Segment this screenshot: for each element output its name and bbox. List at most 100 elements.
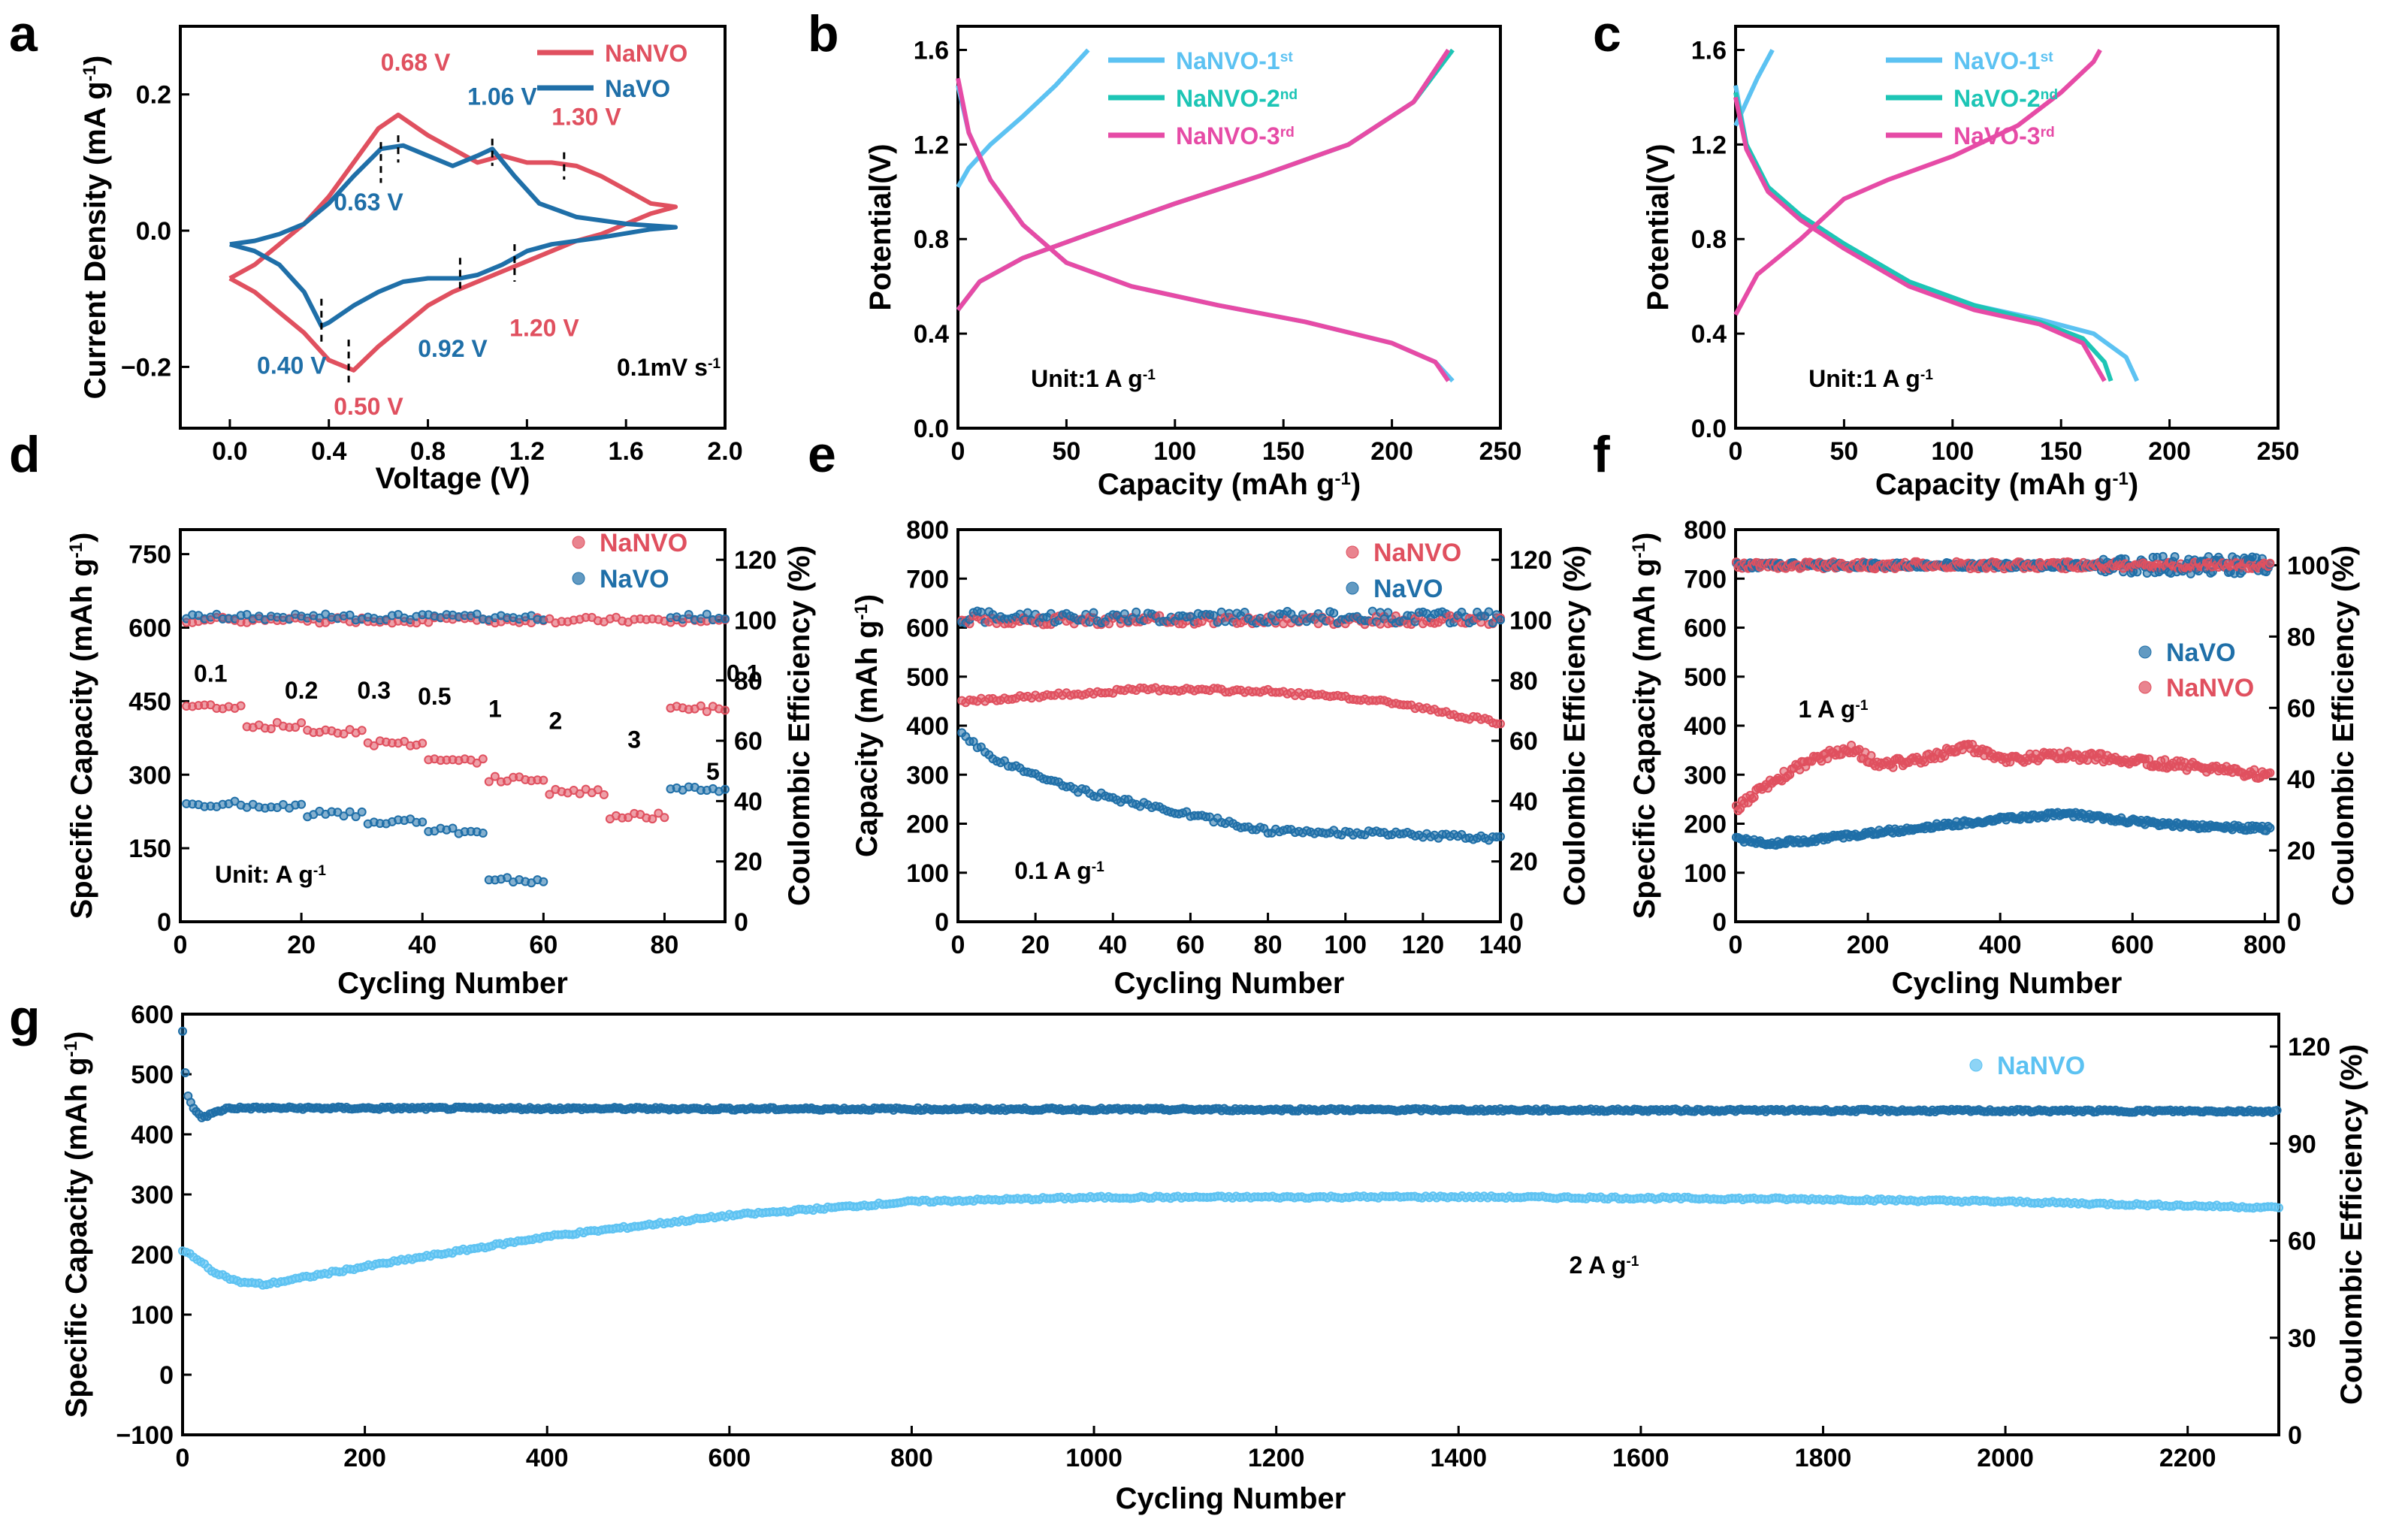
y-tick-label: 800	[906, 516, 949, 545]
panel-letter-a: a	[9, 5, 38, 62]
panel-d: 0 20 40 60 800150300450600750020406080100120…	[65, 528, 816, 1000]
x-tick-label: 0.8	[410, 437, 446, 466]
y-tick-label: 450	[128, 687, 171, 716]
y-tick-label: 400	[1684, 712, 1727, 741]
ce-point	[1119, 609, 1129, 619]
current-note: Unit:1 A g-1	[1031, 365, 1156, 392]
y-tick-label: 400	[906, 712, 949, 741]
x-axis-label: Cycling Number	[1892, 967, 2123, 1000]
x-axis-label: Capacity (mAh g-1)	[1875, 468, 2138, 501]
peak-label: 1.20 V	[509, 315, 579, 342]
ce-point	[178, 1026, 187, 1036]
legend-label: NaVO-1st	[1953, 47, 2053, 74]
panel-letter-g: g	[9, 989, 41, 1046]
legend-swatch	[1346, 581, 1359, 595]
capacity-point	[702, 707, 712, 717]
y2-tick-label: 60	[2288, 1227, 2316, 1256]
x-tick-label: 400	[526, 1444, 569, 1472]
y-tick-label: 600	[131, 1001, 174, 1029]
y-tick-label: 0.4	[914, 320, 949, 349]
x-tick-label: 800	[2243, 931, 2286, 959]
capacity-point	[339, 811, 349, 821]
y-tick-label: 0.2	[136, 81, 171, 110]
legend-label: NaVO-2nd	[1953, 85, 2058, 112]
capacity-point	[236, 701, 246, 711]
y-tick-label: 100	[906, 859, 949, 888]
gcd-curve-NaVO-3rd	[1733, 49, 2102, 316]
current-note: 2 A g-1	[1570, 1252, 1639, 1279]
gcd-curve-NaNVO-3rd	[956, 48, 1451, 312]
y2-tick-label: 60	[1509, 727, 1538, 756]
legend-label: NaVO	[1373, 575, 1443, 603]
capacity-point	[490, 772, 500, 781]
capacity-point	[1940, 751, 1950, 761]
ce-point	[702, 609, 712, 619]
y-axis-label: Potential(V)	[1642, 143, 1675, 310]
peak-label: 1.30 V	[551, 103, 621, 130]
y-axis-label: Capacity (mAh g-1)	[851, 594, 884, 857]
capacity-point	[339, 729, 349, 738]
y2-tick-label: 20	[1509, 848, 1538, 877]
y-tick-label: 200	[131, 1241, 174, 1270]
legend-swatch	[572, 536, 585, 549]
ce-point	[1089, 608, 1098, 618]
legend-label: NaVO	[605, 75, 670, 102]
y2-tick-label: 100	[734, 606, 777, 635]
x-axis-label: Cycling Number	[1114, 967, 1345, 1000]
ce-point	[1496, 615, 1505, 625]
ce-point	[545, 614, 554, 624]
x-tick-label: 60	[529, 931, 557, 959]
panel-a: 0.0 0.4 0.8 1.2 1.6 2.0 −0.2 0.0 0.2 Voltage (V) C…	[79, 25, 743, 495]
y2-tick-label: 40	[2287, 765, 2316, 794]
rate-label: 0.5	[418, 683, 451, 710]
peak-label: 1.06 V	[467, 83, 537, 110]
legend-label: NaNVO-2nd	[1176, 85, 1298, 112]
scan-rate-note: 0.1mV s-1	[617, 354, 721, 381]
y2-tick-label: 40	[1509, 787, 1538, 816]
y-tick-label: 200	[906, 811, 949, 839]
x-tick-label: 50	[1829, 437, 1858, 466]
y-tick-label: 100	[131, 1301, 174, 1330]
x-tick-label: 1800	[1795, 1444, 1852, 1472]
gcd-curve-NaVO-3rd discharge	[1733, 96, 2107, 382]
axes-frame	[179, 25, 727, 430]
y-tick-label: 1.2	[914, 131, 949, 159]
peak-label: 0.40 V	[257, 352, 327, 379]
unit-note: Unit: A g-1	[215, 861, 326, 888]
y-tick-label: 400	[131, 1121, 174, 1149]
x-tick-label: 0	[951, 437, 965, 466]
capacity-point	[2249, 765, 2259, 775]
y-axis-label: Specific Capacity (mAh g-1)	[1628, 533, 1661, 919]
capacity-point	[351, 812, 361, 822]
capacity-point	[418, 817, 428, 827]
x-tick-label: 40	[1098, 931, 1127, 959]
legend-label: NaNVO-1st	[1176, 47, 1293, 74]
y2-tick-label: 80	[734, 667, 763, 696]
y-tick-label: 700	[906, 565, 949, 593]
y2-tick-label: 0	[1509, 908, 1524, 937]
panel-letter-b: b	[808, 5, 839, 62]
axes-frame	[179, 528, 727, 923]
panel-c: 0 50 100 150 200 250 0.0 0.4 0.8 1.2 1.6 Capacity (…	[1642, 25, 2299, 501]
y-tick-label: 0.4	[1691, 320, 1727, 349]
x-axis-label: Cycling Number	[1116, 1482, 1346, 1515]
y-axis-label: Current Density (mA g-1)	[79, 56, 112, 400]
y2-axis-label: Coulombic Efficiency (%)	[2335, 1044, 2368, 1405]
current-note: 1 A g-1	[1799, 696, 1869, 723]
x-tick-label: 1600	[1612, 1444, 1669, 1472]
ce-point	[1023, 608, 1032, 618]
y2-tick-label: 80	[2287, 623, 2316, 651]
x-tick-label: 400	[1979, 931, 2022, 959]
ce-point	[1132, 607, 1141, 617]
capacity-point	[968, 737, 978, 747]
capacity-point	[297, 718, 307, 728]
y-tick-label: −0.2	[121, 353, 171, 382]
panel-e: 0 20 40 60 80 100 120 1400100200300400500600700…	[851, 516, 1591, 1000]
y-tick-label: 100	[1684, 859, 1727, 888]
ce-point	[684, 610, 693, 619]
legend-label: NaVO	[2166, 639, 2236, 667]
x-tick-label: 1000	[1065, 1444, 1122, 1472]
capacity-point	[1496, 719, 1505, 729]
gcd-curve-NaNVO-1st	[956, 48, 1090, 189]
x-tick-label: 140	[1479, 931, 1522, 959]
